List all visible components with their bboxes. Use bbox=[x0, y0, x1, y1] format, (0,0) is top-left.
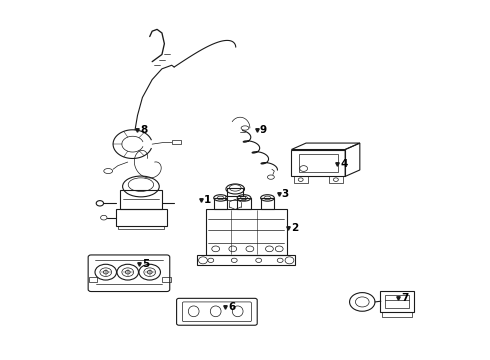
Text: 1: 1 bbox=[203, 195, 211, 205]
Text: 3: 3 bbox=[282, 189, 289, 199]
Text: 2: 2 bbox=[292, 224, 299, 233]
Text: 5: 5 bbox=[143, 259, 149, 269]
Text: 6: 6 bbox=[228, 302, 235, 312]
Text: 4: 4 bbox=[340, 159, 347, 169]
Text: 8: 8 bbox=[140, 125, 147, 135]
Text: 9: 9 bbox=[260, 125, 267, 135]
Text: 7: 7 bbox=[401, 293, 409, 303]
